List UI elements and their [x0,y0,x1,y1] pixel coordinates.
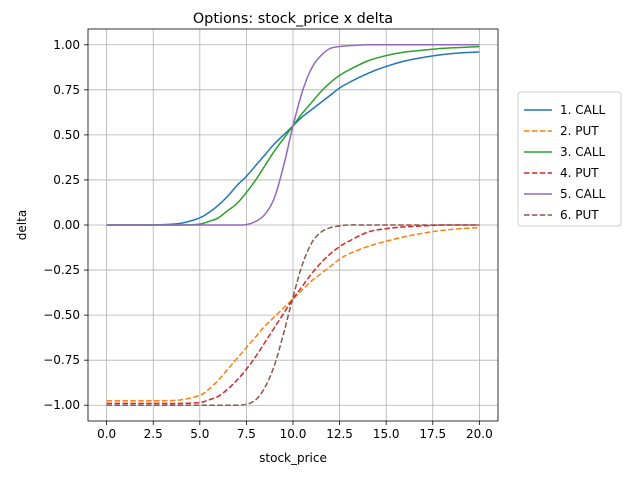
y-tick-label: 0.75 [53,83,80,97]
x-tick-label: 12.5 [326,427,353,441]
series-line-5-5-call [106,43,480,226]
y-axis-label: delta [15,210,29,240]
x-tick-label: 2.5 [144,427,163,441]
y-axis: −1.00 −0.75 −0.50 −0.25 0.00 0.25 0.50 0.75 1.00 [43,38,88,412]
x-tick-label: 15.0 [373,427,400,441]
legend-label: 3. CALL [560,145,606,159]
x-tick-label: 0.0 [97,427,116,441]
x-tick-label: 10.0 [280,427,307,441]
legend-label: 1. CALL [560,103,606,117]
y-tick-label: 1.00 [53,38,80,52]
legend: 1. CALL 2. PUT 3. CALL 4. PUT 5. CALL 6. PUT [517,91,622,227]
series-line-1-1-call [106,51,480,226]
y-tick-label: −0.75 [43,353,80,367]
legend-label: 2. PUT [560,124,599,138]
y-tick-label: −1.00 [43,398,80,412]
legend-label: 5. CALL [560,187,606,201]
x-tick-label: 17.5 [419,427,446,441]
series-line-4-4-put [106,224,480,405]
legend-frame [517,91,622,227]
y-tick-label: 0.25 [53,173,80,187]
x-tick-label: 20.0 [466,427,493,441]
chart-title: Options: stock_price x delta [193,11,393,27]
x-tick-label: 7.5 [237,427,256,441]
x-tick-label: 5.0 [190,427,209,441]
legend-label: 6. PUT [560,208,599,222]
series-layer [106,43,480,407]
x-axis-label: stock_price [259,451,327,465]
x-axis: 0.0 2.5 5.0 7.5 10.0 12.5 15.0 17.5 20.0 [97,421,493,441]
y-tick-label: 0.00 [53,218,80,232]
y-tick-label: 0.50 [53,128,80,142]
legend-label: 4. PUT [560,166,599,180]
y-tick-label: −0.50 [43,308,80,322]
series-line-6-6-put [106,224,480,407]
y-tick-label: −0.25 [43,263,80,277]
series-line-2-2-put [106,226,480,402]
